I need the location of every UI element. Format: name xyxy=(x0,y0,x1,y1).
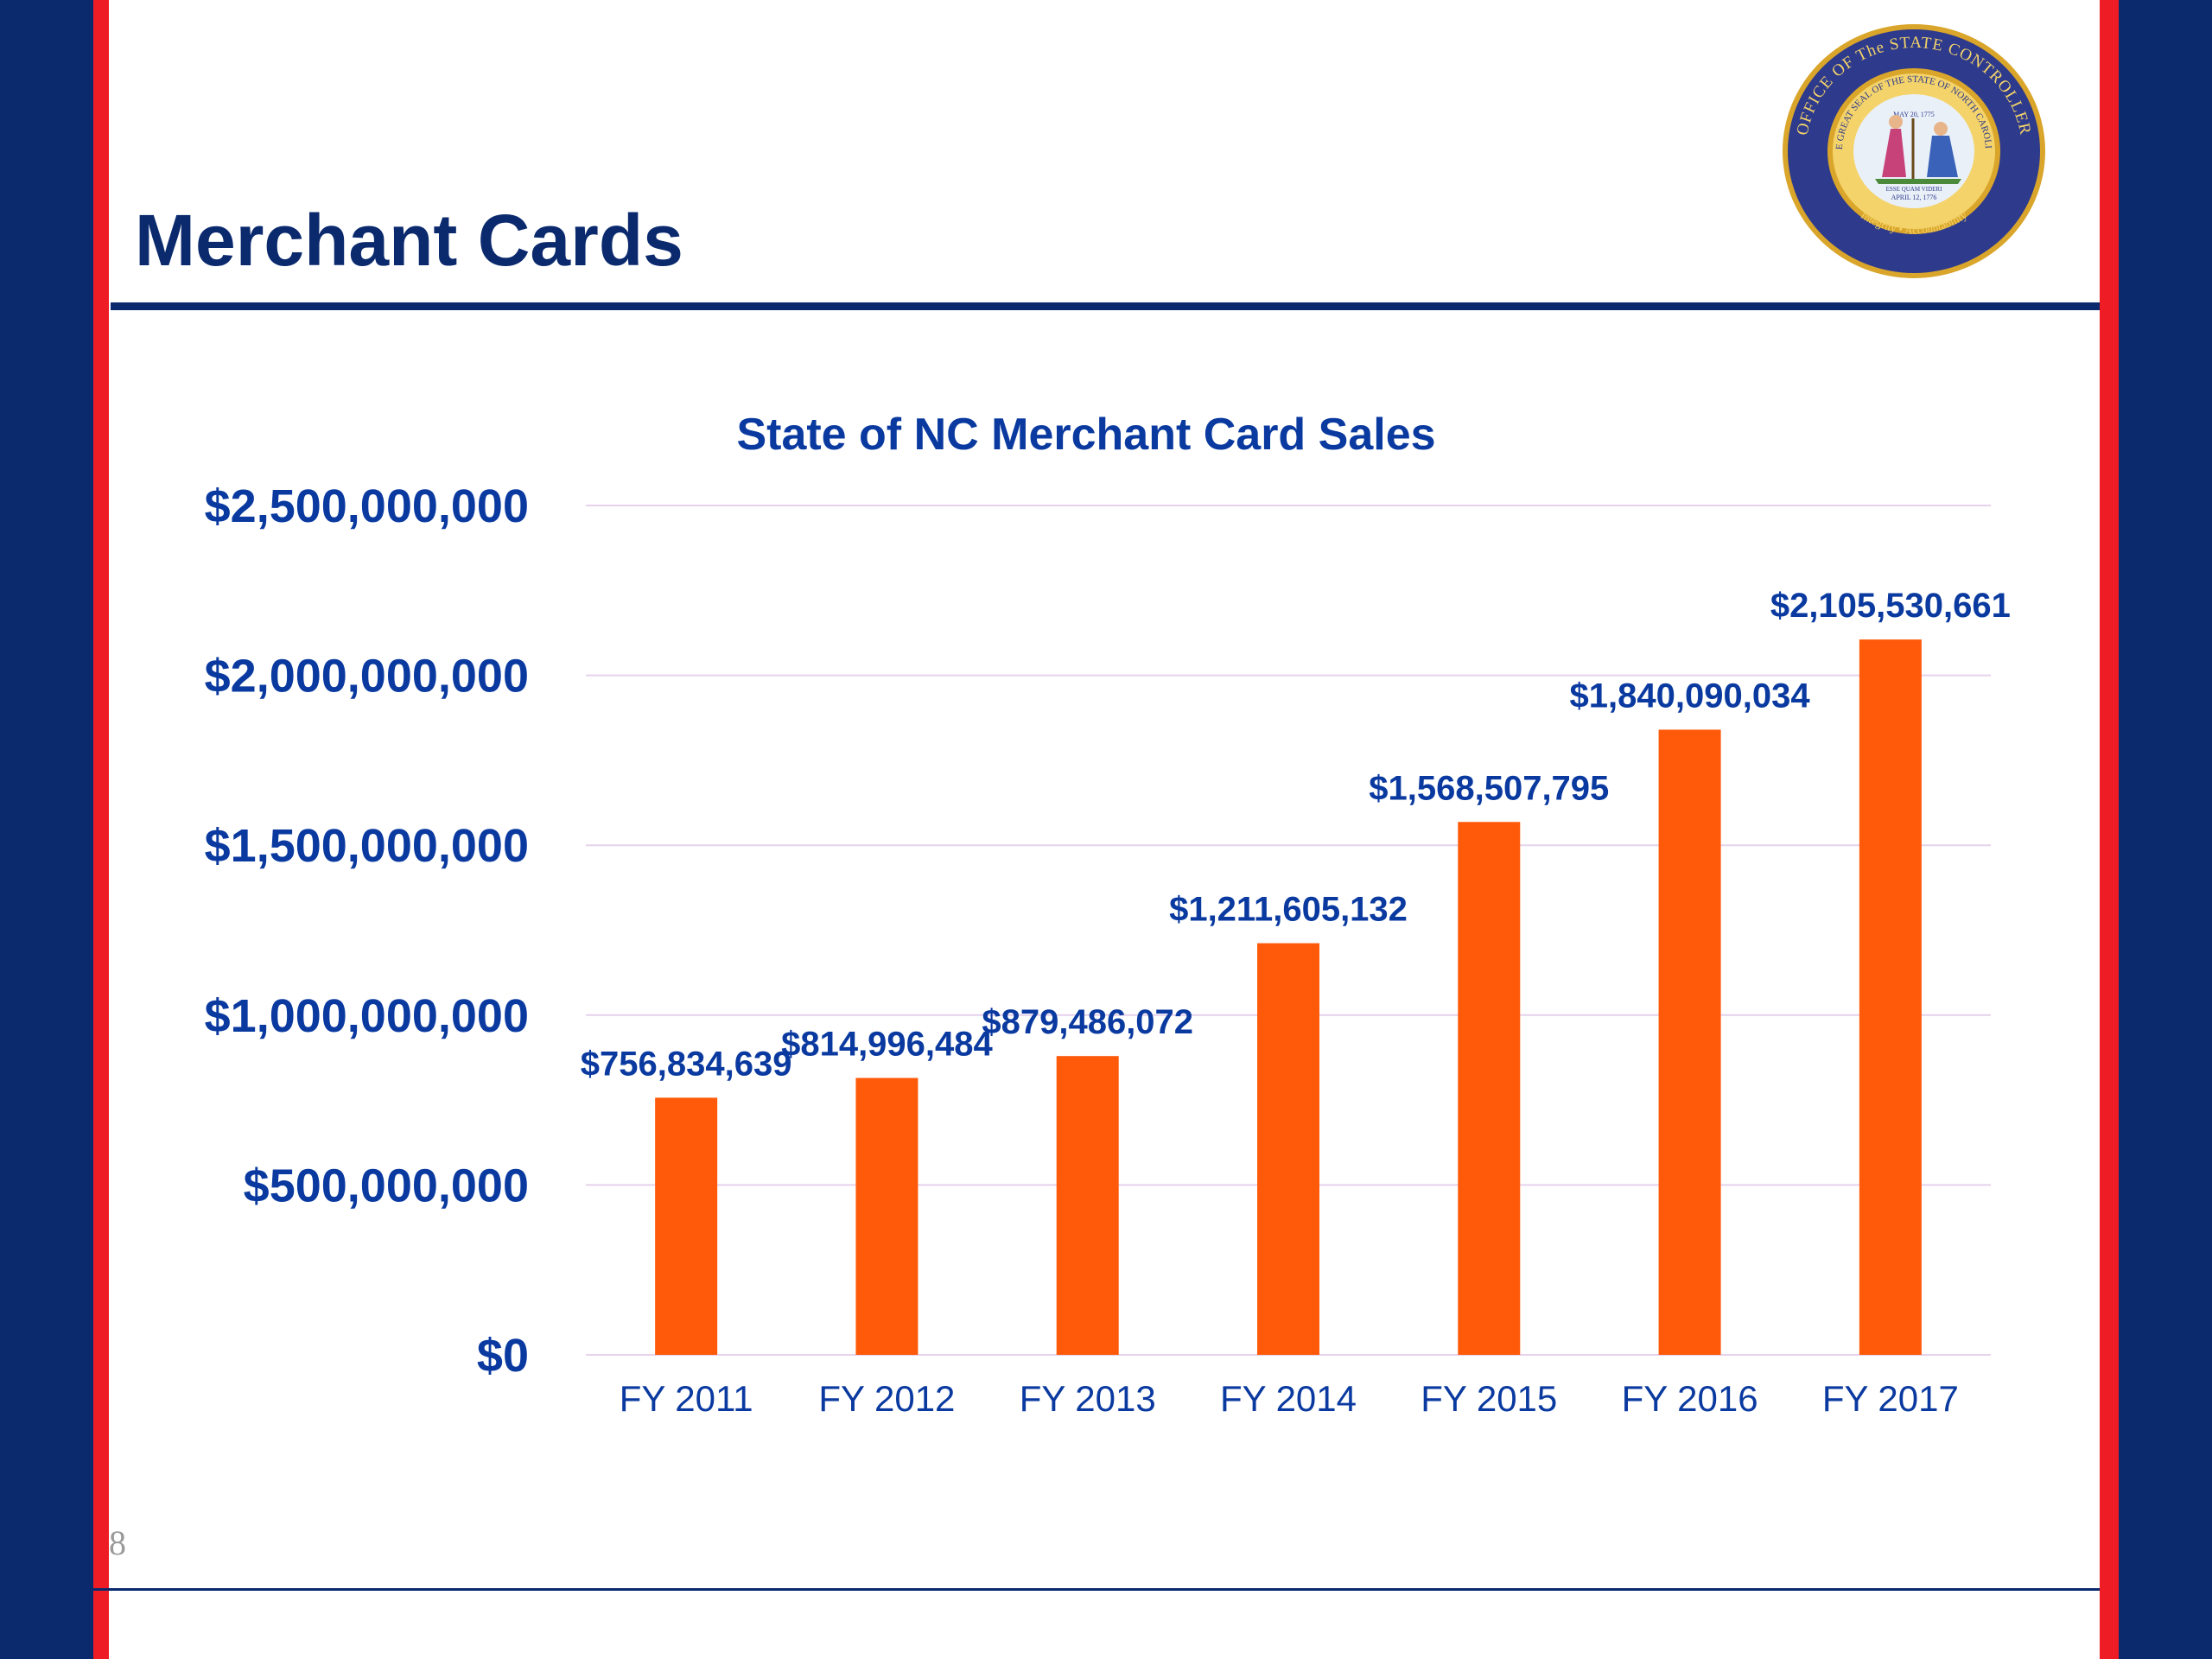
y-tick-label: $0 xyxy=(477,1330,529,1382)
page-title: Merchant Cards xyxy=(135,200,683,281)
bar xyxy=(1257,943,1319,1355)
left-red-stripe xyxy=(93,0,109,1659)
bar-data-label: $814,996,484 xyxy=(781,1026,993,1064)
bar xyxy=(655,1097,718,1355)
left-navy-band xyxy=(0,0,93,1659)
bar-data-labels: $756,834,639$814,996,484$879,486,072 $1,2… xyxy=(581,587,2011,1083)
bar-data-label: $2,105,530,661 xyxy=(1770,587,2011,625)
bars xyxy=(655,639,1922,1355)
seal-date-top: MAY 20, 1775 xyxy=(1893,111,1935,118)
x-tick-label: FY 2012 xyxy=(818,1378,955,1419)
right-navy-band xyxy=(2119,0,2212,1659)
seal-motto: ESSE QUAM VIDERI xyxy=(1886,186,1942,193)
seal-figures-icon xyxy=(1875,115,1961,184)
bar-data-label: $879,486,072 xyxy=(982,1003,1193,1041)
page-number: 8 xyxy=(109,1523,126,1562)
y-axis-tick-labels: $0 $500,000,000 $1,000,000,000 $1,500,000,0… xyxy=(205,480,529,1382)
y-tick-label: $1,000,000,000 xyxy=(205,990,529,1042)
x-tick-label: FY 2013 xyxy=(1020,1378,1156,1419)
x-tick-label: FY 2011 xyxy=(620,1378,753,1419)
chart-title: State of NC Merchant Card Sales xyxy=(736,410,1435,460)
x-tick-label: FY 2016 xyxy=(1622,1378,1758,1419)
bar-data-label: $1,840,090,034 xyxy=(1570,677,1811,715)
y-tick-label: $500,000,000 xyxy=(244,1160,529,1211)
x-tick-label: FY 2014 xyxy=(1220,1378,1357,1419)
seal-date-bottom: APRIL 12, 1776 xyxy=(1891,194,1937,201)
x-axis-tick-labels: FY 2011 FY 2012 FY 2013 FY 2014 FY 2015 FY 20… xyxy=(620,1378,1959,1419)
title-divider xyxy=(111,302,2100,310)
footer-divider xyxy=(93,1588,2100,1591)
bar-data-label: $1,211,605,132 xyxy=(1169,891,1408,929)
bar-data-label: $756,834,639 xyxy=(581,1045,792,1083)
y-tick-label: $1,500,000,000 xyxy=(205,820,529,872)
bar-data-label: $1,568,507,795 xyxy=(1369,769,1609,807)
right-red-stripe xyxy=(2100,0,2119,1659)
bar xyxy=(1859,639,1922,1355)
x-tick-label: FY 2017 xyxy=(1822,1378,1959,1419)
bar xyxy=(1658,729,1721,1355)
y-tick-label: $2,000,000,000 xyxy=(205,651,529,702)
bar xyxy=(855,1077,918,1355)
bar xyxy=(1458,822,1521,1355)
y-tick-label: $2,500,000,000 xyxy=(205,480,529,532)
state-controller-seal-icon: OFFICE OF The STATE CONTROLLER THE GREAT… xyxy=(1780,22,2045,278)
slide: Merchant Cards OFFICE OF The STATE CONTR… xyxy=(93,0,2100,1659)
x-tick-label: FY 2015 xyxy=(1421,1378,1557,1419)
bar xyxy=(1056,1056,1119,1355)
